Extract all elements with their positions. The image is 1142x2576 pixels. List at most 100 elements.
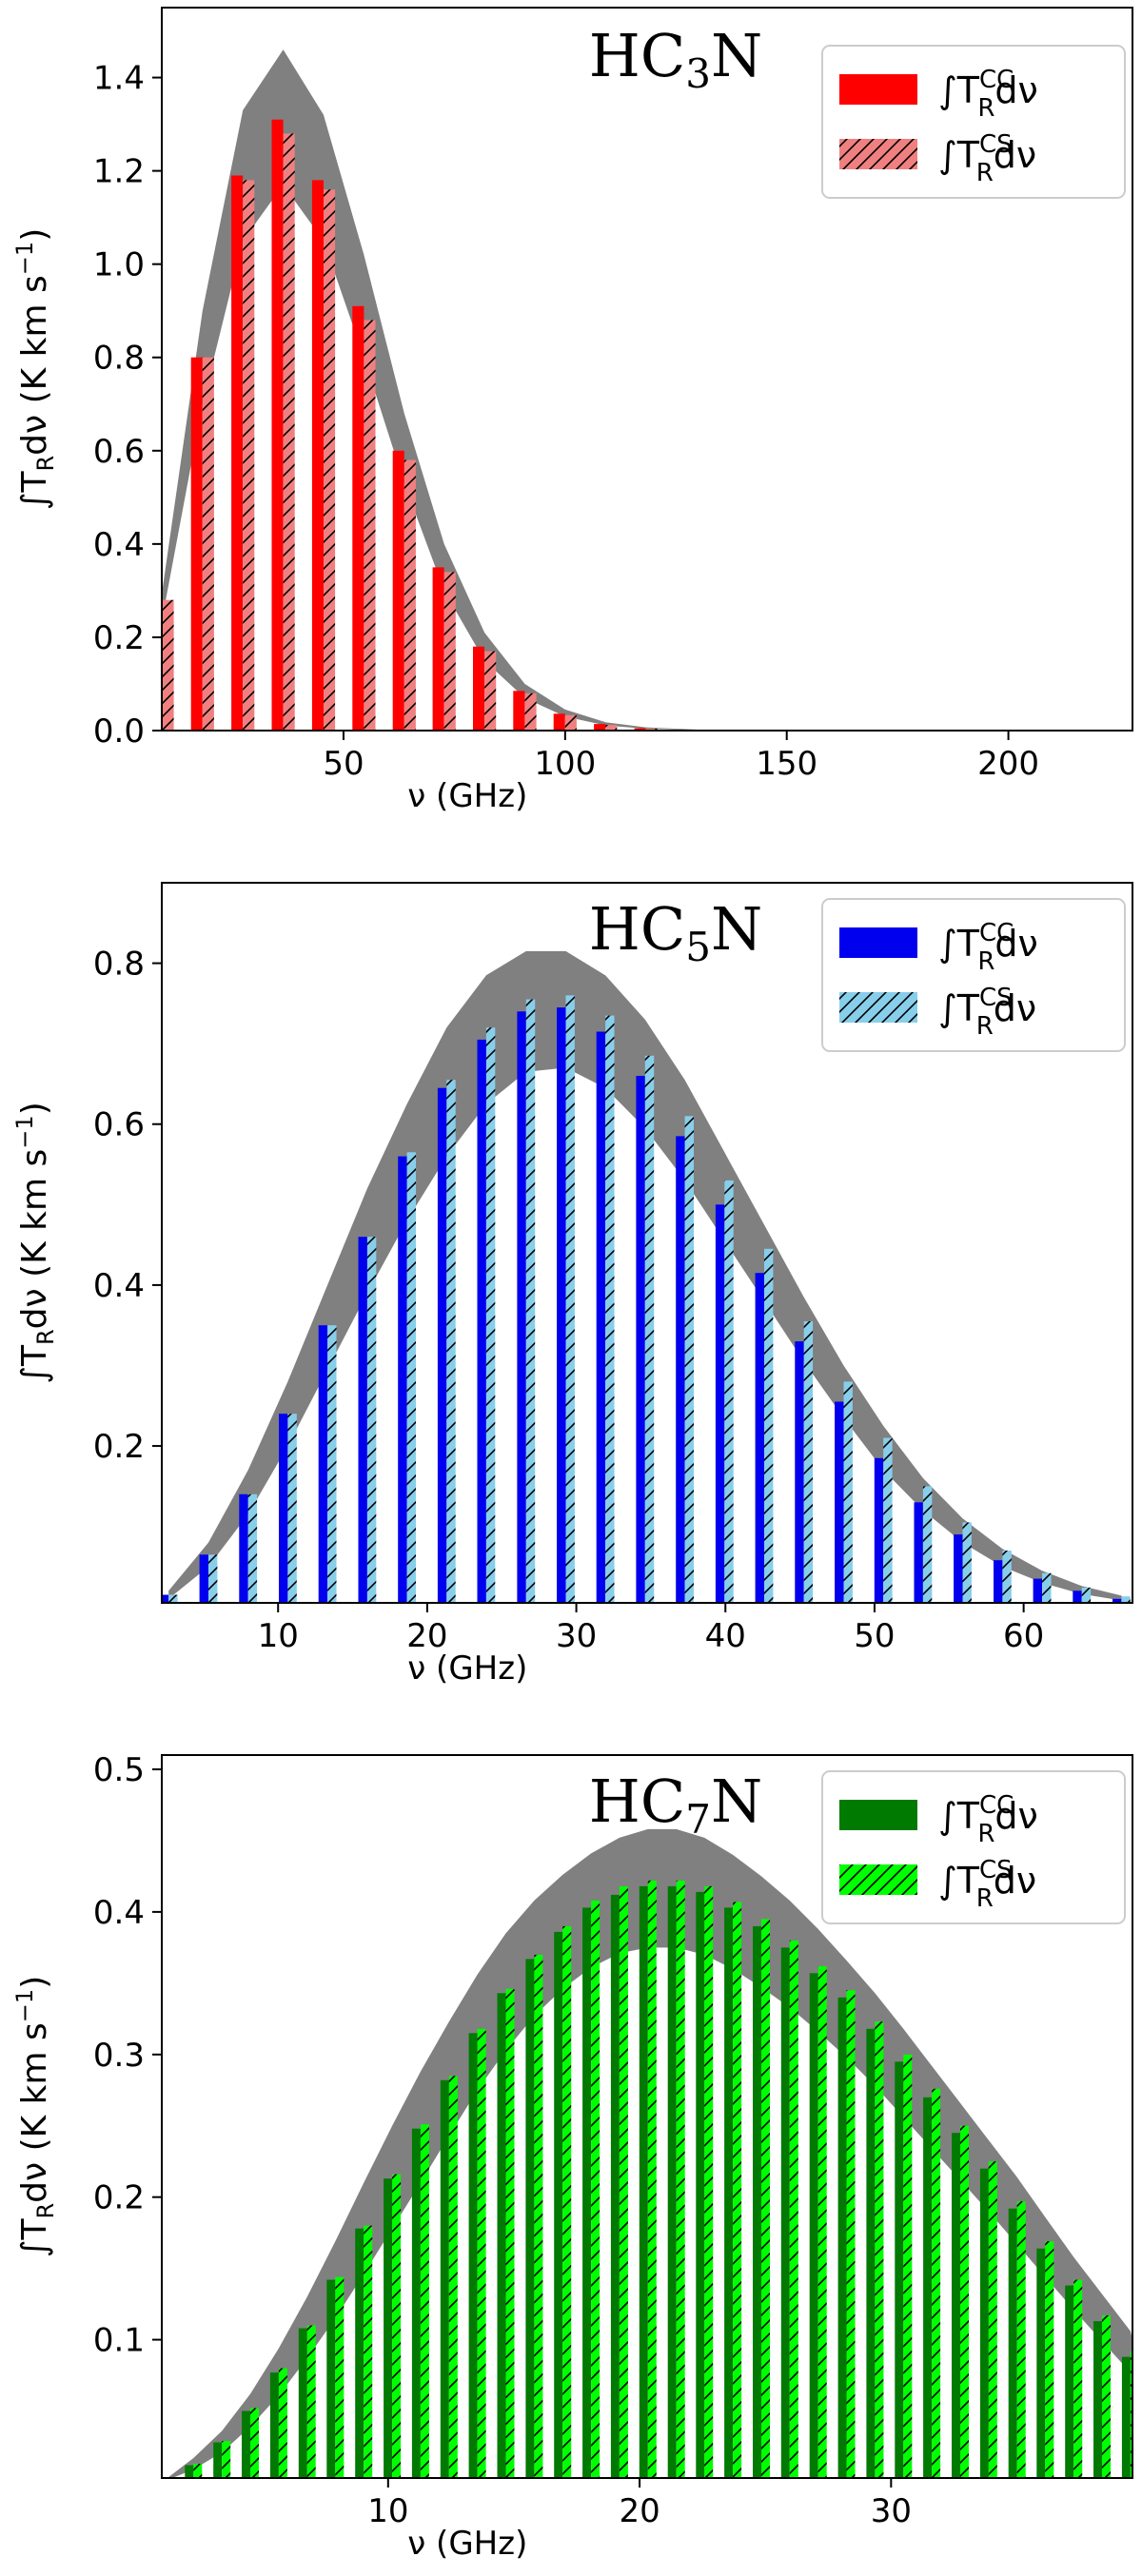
bar-cc <box>477 1039 486 1603</box>
bar-cc <box>715 1204 725 1603</box>
legend-swatch-cs <box>839 139 917 169</box>
x-tick-label: 10 <box>367 2492 408 2530</box>
bar-cc <box>517 1011 526 1603</box>
y-tick-label: 0.4 <box>93 1894 145 1932</box>
bar-cc <box>1036 2248 1046 2478</box>
bar-cs <box>1073 2279 1083 2478</box>
bar-cs <box>704 1885 714 2478</box>
bar-cs <box>485 1027 496 1603</box>
bar-cc <box>1073 1590 1082 1603</box>
bar-cc <box>1121 2356 1131 2478</box>
bar-cc <box>835 1401 844 1603</box>
bar-cs <box>364 320 376 731</box>
bar-cs <box>162 599 174 731</box>
bar-cc <box>185 2465 194 2478</box>
bar-cc <box>525 1959 535 2478</box>
y-axis-label: ∫TRdν (K km s−1) <box>11 1976 59 2258</box>
bar-cc <box>676 1136 685 1603</box>
bar-cc <box>1065 2285 1074 2478</box>
bar-cs <box>243 180 255 731</box>
bar-cs <box>448 2076 458 2478</box>
bar-cc <box>437 1087 447 1603</box>
bar-cs <box>327 1325 337 1603</box>
bar-cc <box>1033 1578 1042 1603</box>
legend: ∫TCC Rdν ∫TCS Rdν <box>821 45 1126 199</box>
legend-label-cc: ∫TCC Rdν <box>938 919 1038 976</box>
bar-cs <box>883 1437 893 1603</box>
axes-frame <box>161 882 1133 1604</box>
y-tick-label: 0.1 <box>93 2322 145 2360</box>
x-tick-label: 200 <box>977 745 1039 783</box>
bar-cc <box>554 1931 563 2478</box>
panel-1: 0.0 0.2 0.4 0.6 0.8 1.0 1.2 1.4 50 100 150 200 ν (GH… <box>11 7 1133 815</box>
bar-cc <box>952 2133 960 2478</box>
bar-cc <box>231 175 244 731</box>
bar-cc <box>326 2279 336 2478</box>
bar-cc <box>239 1493 248 1603</box>
bar-cc <box>895 2061 904 2478</box>
panel-3: 0.1 0.2 0.3 0.4 0.5 10 20 30 ν (GHz) ∫TRdν (K km … <box>11 1751 1133 2563</box>
bar-cc <box>753 1925 761 2478</box>
bar-cs <box>644 1055 655 1603</box>
y-tick-label: 1.4 <box>93 60 145 98</box>
y-tick-label: 1.2 <box>93 153 145 191</box>
legend-label-cs: ∫TCS Rdν <box>938 1856 1036 1913</box>
bar-cs <box>505 1988 515 2478</box>
bar-cs <box>803 1321 814 1603</box>
y-tick-label: 0.8 <box>93 340 145 378</box>
bar-cc <box>392 450 404 731</box>
x-tick-label: 20 <box>406 1617 447 1655</box>
legend-label-cs: ∫TCS Rdν <box>938 130 1036 187</box>
bar-cs <box>988 2161 997 2478</box>
bar-cs <box>392 2174 402 2478</box>
y-tick-label: 0.8 <box>93 946 145 984</box>
bar-cc <box>634 728 646 731</box>
bar-cs <box>875 2021 884 2478</box>
bar-cs <box>404 459 416 731</box>
bar-cc <box>582 1907 592 2478</box>
legend-swatch-cs <box>839 1864 917 1895</box>
uncertainty-band <box>168 950 1122 1601</box>
bar-cc <box>352 305 364 731</box>
bar-cs <box>364 2225 373 2478</box>
bar-cs <box>250 2408 259 2478</box>
bar-cc <box>497 1993 506 2478</box>
bar-cc <box>279 1414 288 1603</box>
bar-cc <box>557 1007 566 1603</box>
bar-cc <box>837 1997 847 2478</box>
bar-cc <box>979 2168 989 2478</box>
bar-cs <box>605 725 618 731</box>
bar-cs <box>525 999 536 1603</box>
bar-cc <box>162 1594 169 1603</box>
bar-cc <box>411 2128 421 2478</box>
bar-cc <box>398 1156 407 1603</box>
bar-cs <box>484 651 497 731</box>
bar-cs <box>1130 2351 1132 2478</box>
bar-cc <box>639 1885 648 2478</box>
bar-cc <box>696 1891 705 2478</box>
bar-cc <box>358 1237 367 1603</box>
bar-cc <box>874 1457 884 1603</box>
y-axis-label: ∫TRdν (K km s−1) <box>11 1102 59 1384</box>
y-tick-label: 0.6 <box>93 1106 145 1144</box>
bar-cc <box>994 1560 1003 1603</box>
bar-cs <box>477 2028 486 2478</box>
legend-label-cc: ∫TCC Rdν <box>938 1791 1038 1848</box>
bar-cs <box>1121 1596 1131 1603</box>
bar-cs <box>1045 2241 1054 2478</box>
bar-cc <box>914 1502 923 1603</box>
bar-cc <box>954 1534 963 1603</box>
x-tick-label: 10 <box>258 1617 299 1655</box>
bar-cs <box>564 714 577 731</box>
bar-cs <box>222 2441 231 2478</box>
y-tick-label: 0.4 <box>93 1267 145 1305</box>
bar-cs <box>420 2124 429 2478</box>
bar-cs <box>1016 2201 1026 2478</box>
bar-cs <box>208 1554 218 1603</box>
bar-cc <box>468 2033 478 2478</box>
bar-cs <box>366 1237 377 1603</box>
molecule-label: HC7N <box>589 1766 763 1843</box>
x-tick-label: 60 <box>1003 1617 1044 1655</box>
bar-cc <box>636 1076 645 1603</box>
bar-cc <box>923 2097 933 2478</box>
